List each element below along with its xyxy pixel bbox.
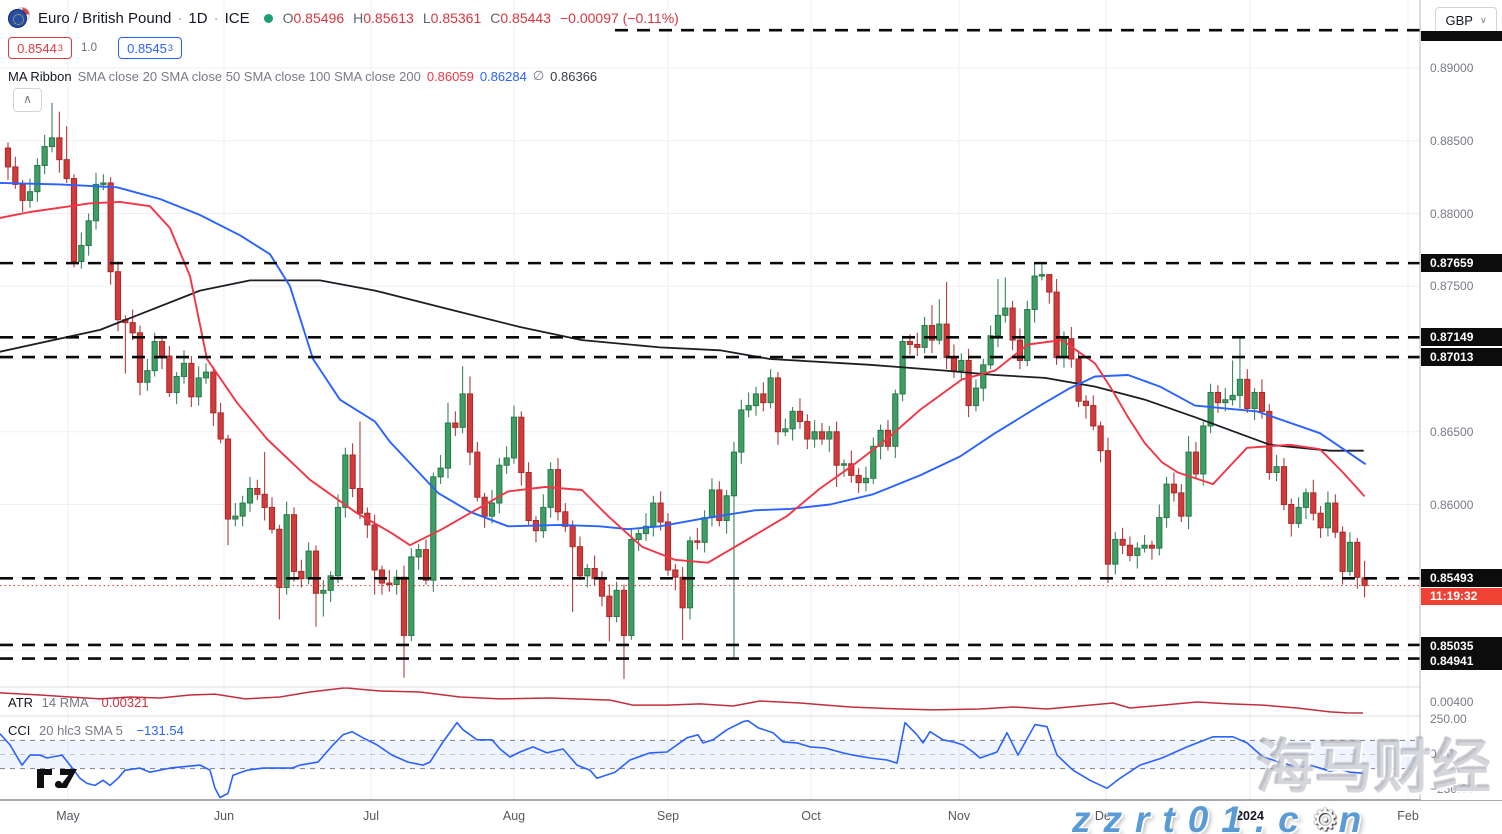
time-axis[interactable]: May Jun Jul Aug Sep Oct Nov Dec 2024 Feb xyxy=(0,801,1502,834)
level-price-label: 0.85035 xyxy=(1421,636,1502,655)
tradingview-logo[interactable] xyxy=(36,768,78,794)
open-value: 0.85496 xyxy=(293,10,345,26)
cci-band xyxy=(0,739,1420,770)
support-resistance-lines xyxy=(0,28,1420,660)
symbol-row[interactable]: Euro / British Pound · 1D · ICE O0.85496… xyxy=(8,6,679,30)
ma-ribbon-params: SMA close 20 SMA close 50 SMA close 100 … xyxy=(77,68,421,84)
atr-title: ATR xyxy=(8,695,34,710)
low-value: 0.85361 xyxy=(430,10,482,26)
level-price-label: 0.87013 xyxy=(1421,348,1502,367)
market-status-icon xyxy=(263,13,273,23)
ohlc-values: O0.85496 H0.85613 L0.85361 C0.85443 xyxy=(282,10,551,26)
time-axis-label: Aug xyxy=(502,809,526,823)
level-price-label: 0.84941 xyxy=(1421,651,1502,670)
change-value: −0.00097 (−0.11%) xyxy=(559,10,679,26)
close-value: 0.85443 xyxy=(500,10,551,26)
price-tick-label: 0.88500 xyxy=(1430,133,1474,148)
chevron-down-icon: ∨ xyxy=(1479,15,1487,25)
currency-label: GBP xyxy=(1445,13,1473,28)
candlesticks xyxy=(4,102,1368,680)
bid-button[interactable]: 0.8544 3 xyxy=(8,37,72,59)
time-axis-label: Feb xyxy=(1397,809,1419,823)
price-tick-label: 0.86500 xyxy=(1430,424,1474,439)
time-axis-label: May xyxy=(56,809,80,823)
currency-dropdown[interactable]: GBP ∨ xyxy=(1435,7,1497,34)
time-axis-label: 2024 xyxy=(1236,809,1264,823)
level-price-label: 0.87659 xyxy=(1421,254,1502,273)
sma50-value: 0.86284 xyxy=(479,68,527,84)
cci-scale-label: −250.00 xyxy=(1430,782,1474,796)
moving-averages xyxy=(0,181,1366,564)
level-price-label: 0.87149 xyxy=(1421,328,1502,347)
price-tick-label: 0.87500 xyxy=(1430,279,1474,294)
price-scale[interactable]: GBP ∨ 0.89000 0.88500 0.88000 0.87500 0.8650… xyxy=(1421,0,1502,800)
high-value: 0.85613 xyxy=(363,10,414,26)
price-tick-label: 0.89000 xyxy=(1430,61,1474,75)
atr-params: 14 RMA xyxy=(41,695,88,710)
chevron-up-icon: ∧ xyxy=(23,92,32,106)
cci-scale-label: 250.00 xyxy=(1430,712,1467,726)
time-axis-label: Nov xyxy=(947,809,971,823)
separator-dot: · xyxy=(177,9,183,27)
cci-params: 20 hlc3 SMA 5 xyxy=(39,723,123,738)
chart-legend: Euro / British Pound · 1D · ICE O0.85496… xyxy=(8,6,679,84)
interval-label[interactable]: 1D xyxy=(188,9,208,27)
time-axis-label: Oct xyxy=(801,809,821,823)
eurgbp-pair-icon xyxy=(8,7,30,29)
time-axis-label: Jun xyxy=(213,809,235,823)
collapse-legend-button[interactable]: ∧ xyxy=(13,88,42,112)
eu-flag-icon xyxy=(8,9,27,28)
countdown-label: 11:19:32 xyxy=(1421,588,1502,605)
price-tick-label: 0.88000 xyxy=(1430,206,1474,221)
sma100-value: ∅ xyxy=(532,68,545,83)
atr-value: 0.00321 xyxy=(101,695,149,710)
cci-title: CCI xyxy=(8,723,31,738)
cci-legend[interactable]: CCI 20 hlc3 SMA 5 −131.54 xyxy=(8,723,184,738)
separator-dot: · xyxy=(213,9,219,27)
ma-ribbon-legend[interactable]: MA Ribbon SMA close 20 SMA close 50 SMA … xyxy=(8,68,679,84)
sma200-value: 0.86366 xyxy=(550,68,598,84)
time-axis-label: Dec xyxy=(1094,809,1118,823)
cci-scale-label: 0.00 xyxy=(1430,747,1454,761)
price-tick-label: 0.86000 xyxy=(1430,497,1474,512)
atr-scale-label: 0.00400 xyxy=(1430,695,1474,709)
clipped-price-label xyxy=(1421,31,1502,41)
ask-button[interactable]: 0.8545 3 xyxy=(118,37,182,59)
indicator-lines xyxy=(0,687,1364,799)
symbol-name[interactable]: Euro / British Pound xyxy=(38,9,172,27)
spread-value: 1.0 xyxy=(81,42,97,54)
bid-ask-row: 0.8544 3 1.0 0.8545 3 xyxy=(8,37,679,59)
level-price-label: 0.85493 xyxy=(1421,569,1502,588)
time-axis-label: Jul xyxy=(363,809,379,823)
time-axis-label: Sep xyxy=(656,809,680,823)
sma20-value: 0.86059 xyxy=(426,68,474,84)
atr-legend[interactable]: ATR 14 RMA 0.00321 xyxy=(8,695,149,710)
exchange-label[interactable]: ICE xyxy=(224,9,250,27)
ma-ribbon-title: MA Ribbon xyxy=(8,68,72,84)
cci-value: −131.54 xyxy=(136,723,184,738)
